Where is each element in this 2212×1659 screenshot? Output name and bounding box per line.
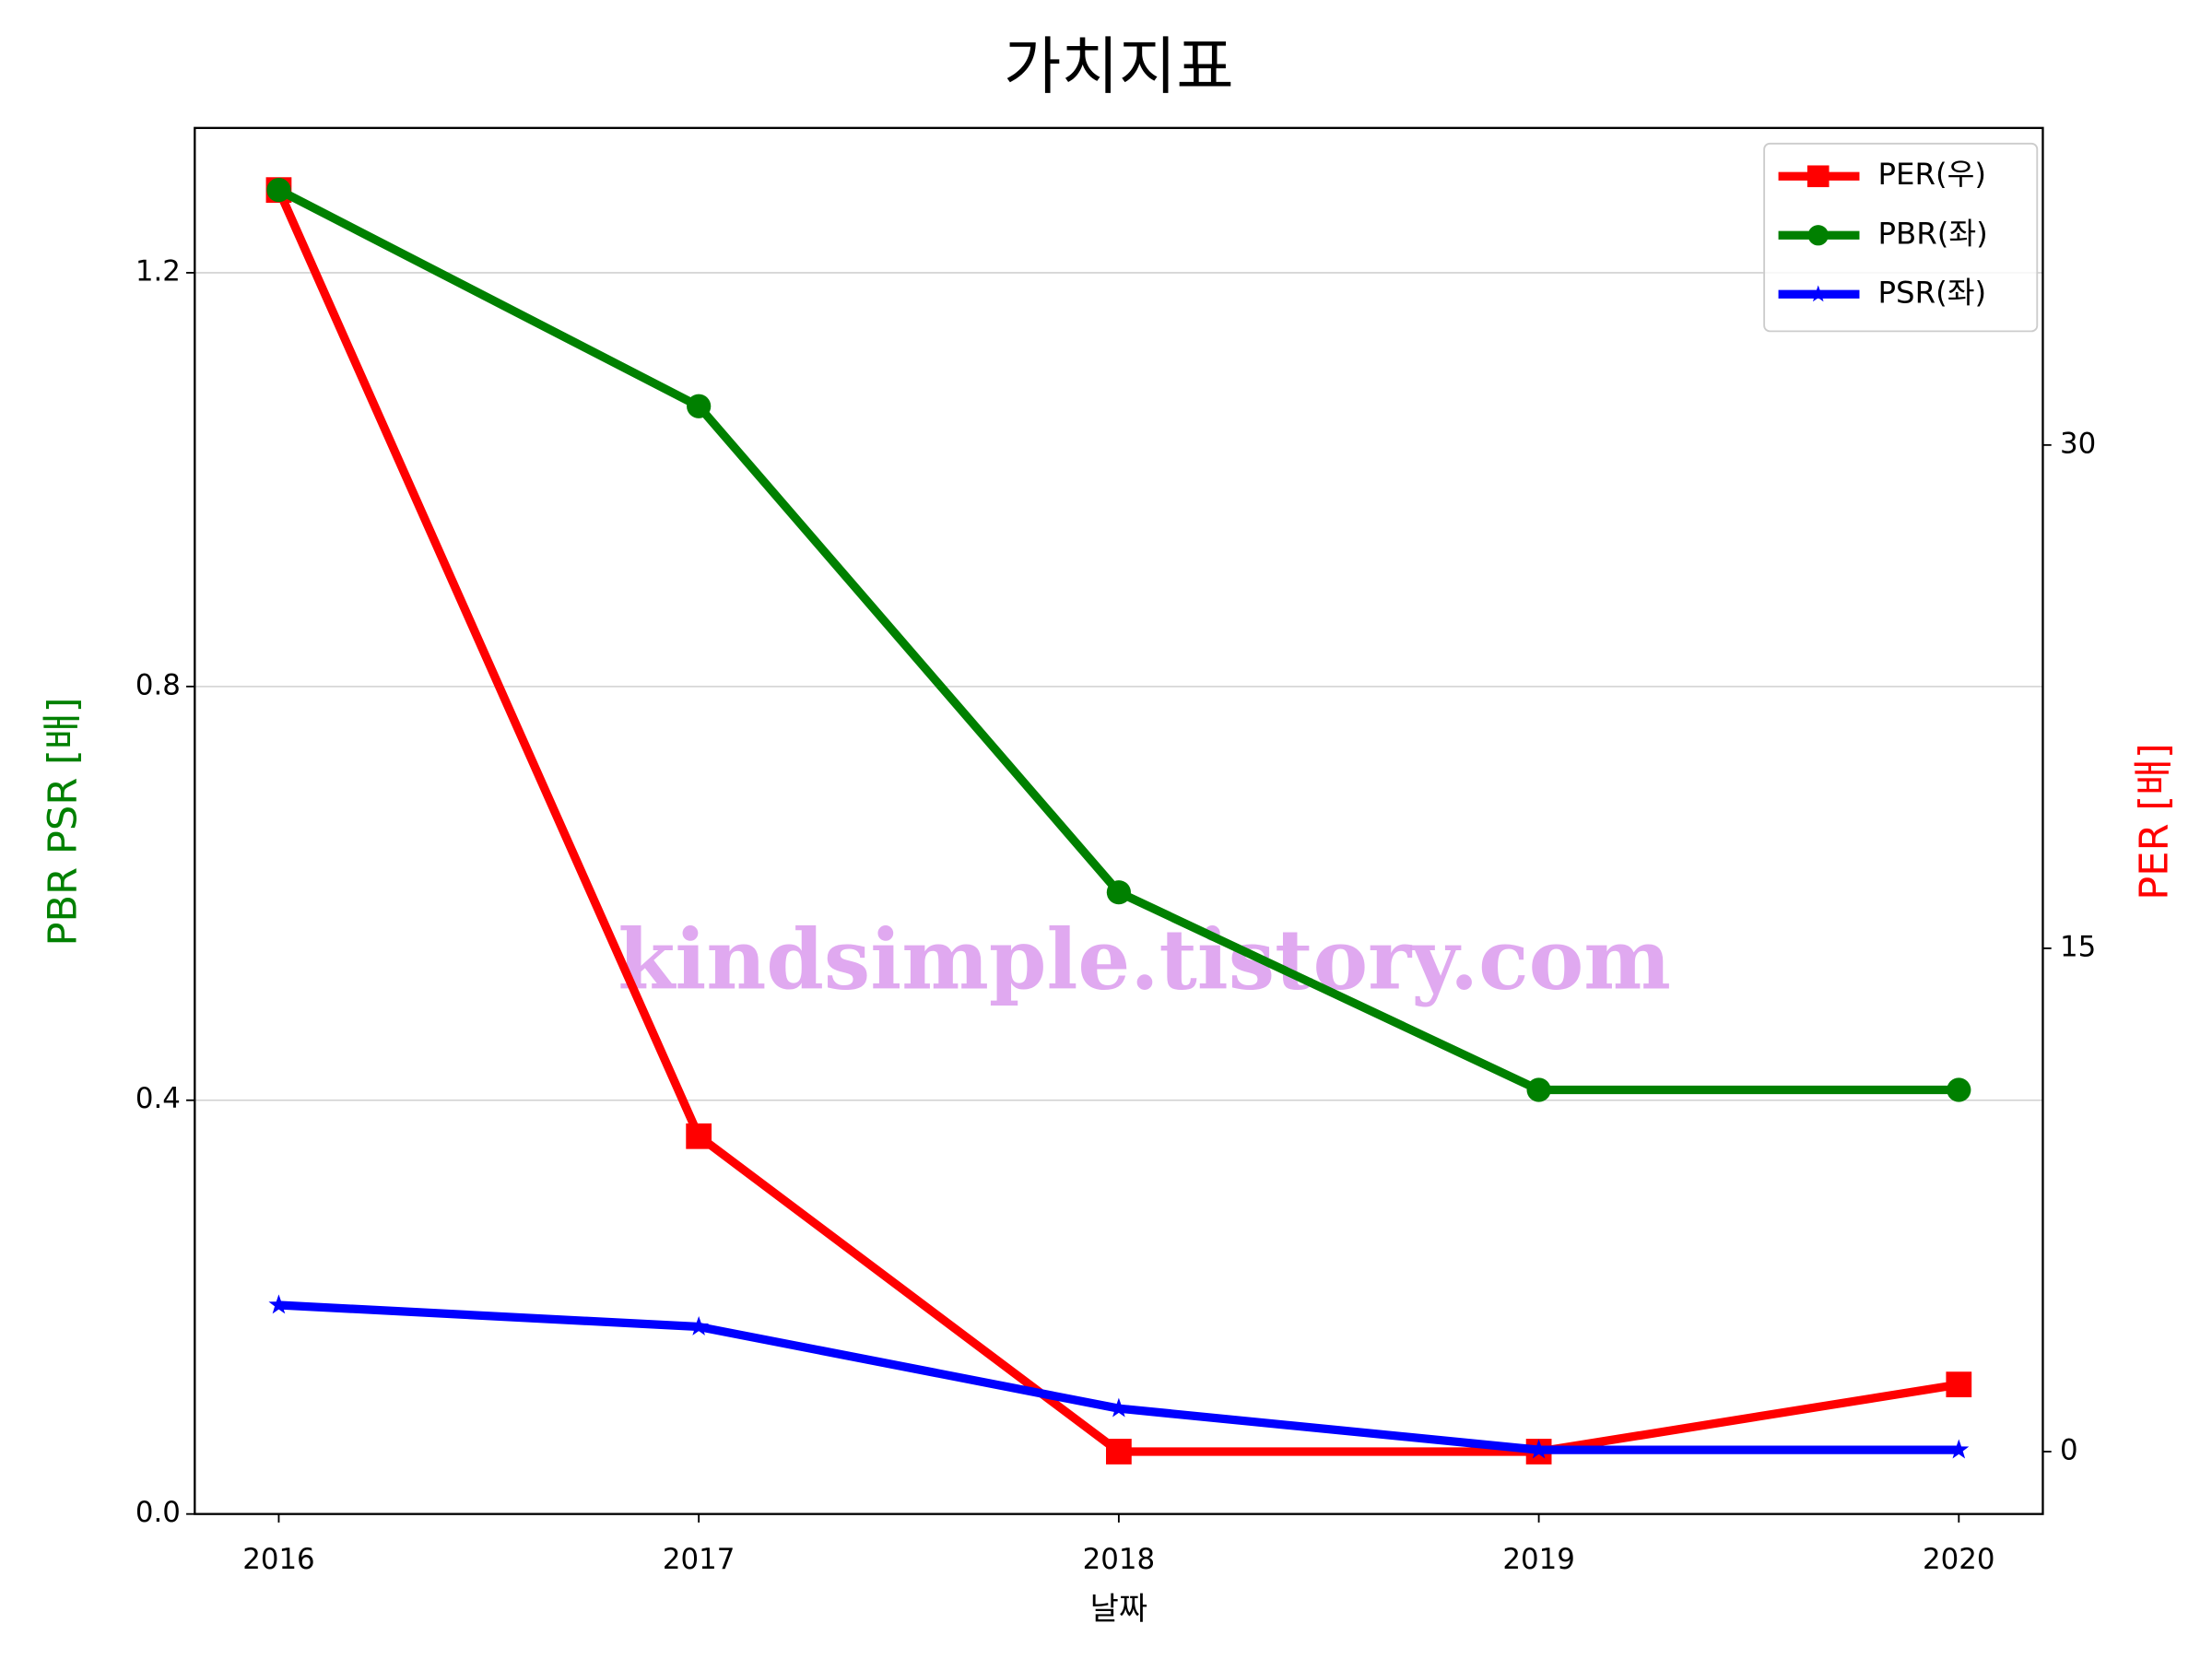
marker (1809, 285, 1828, 302)
y2-axis-label: PER [배] (2131, 743, 2177, 900)
y-tick-label: 1.2 (135, 254, 181, 288)
marker (268, 1294, 289, 1314)
x-tick-label: 2020 (1923, 1543, 1994, 1576)
y-tick-label: 0.4 (135, 1082, 181, 1115)
marker (686, 1123, 712, 1149)
y2-tick-label: 15 (2060, 930, 2096, 963)
y-tick-label: 0.0 (135, 1496, 181, 1529)
legend-label: PSR(좌) (1878, 275, 1987, 310)
marker (266, 178, 291, 203)
legend-box (1763, 142, 2039, 333)
x-tick-label: 2018 (1083, 1543, 1155, 1576)
watermark: kindsimple.tistory.com (618, 912, 1671, 1008)
x-axis-label: 날짜 (1090, 1592, 1147, 1628)
x-tick-label: 2016 (242, 1543, 314, 1576)
legend-label: PER(우) (1878, 157, 1987, 192)
y2-tick-label: 30 (2060, 427, 2096, 460)
marker (1807, 225, 1829, 246)
x-tick-label: 2019 (1502, 1543, 1574, 1576)
marker (1528, 1439, 1549, 1459)
legend-label: PBR(좌) (1878, 216, 1988, 251)
marker (1947, 1077, 1971, 1102)
y-tick-label: 0.8 (135, 668, 181, 701)
chart-title: 가치지표 (1004, 31, 1234, 104)
marker (1948, 1439, 1970, 1459)
marker (1946, 1371, 1972, 1398)
marker (1108, 1397, 1129, 1418)
marker (687, 394, 712, 418)
marker (1106, 1439, 1132, 1465)
marker (1106, 880, 1131, 905)
y-axis-label: PBR PSR [배] (40, 698, 86, 947)
marker (1526, 1077, 1551, 1102)
y2-tick-label: 0 (2060, 1433, 2078, 1466)
x-tick-label: 2017 (663, 1543, 735, 1576)
marker (688, 1315, 710, 1335)
legend: PER(우) PBR(좌) PSR(좌) (1763, 142, 2039, 333)
marker (1806, 165, 1830, 188)
plot (265, 177, 1972, 1465)
